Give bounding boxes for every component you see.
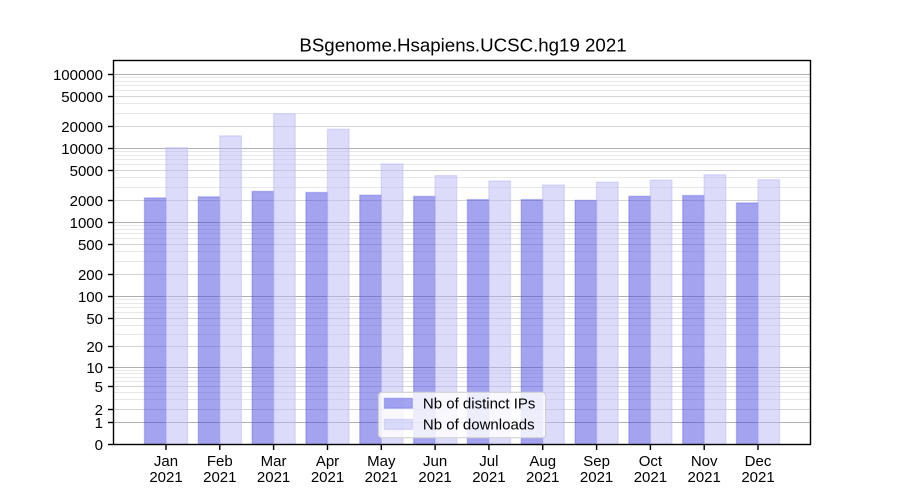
svg-text:500: 500 xyxy=(78,237,103,254)
svg-text:May: May xyxy=(367,453,396,470)
svg-text:5: 5 xyxy=(95,379,103,396)
svg-text:BSgenome.Hsapiens.UCSC.hg19 20: BSgenome.Hsapiens.UCSC.hg19 2021 xyxy=(299,35,626,56)
svg-text:Mar: Mar xyxy=(261,453,287,470)
svg-text:2021: 2021 xyxy=(311,469,344,486)
svg-text:2021: 2021 xyxy=(472,469,505,486)
svg-text:2000: 2000 xyxy=(70,193,103,210)
svg-text:5000: 5000 xyxy=(70,163,103,180)
svg-text:2021: 2021 xyxy=(257,469,290,486)
svg-text:Sep: Sep xyxy=(583,453,610,470)
svg-text:100: 100 xyxy=(78,289,103,306)
svg-text:200: 200 xyxy=(78,267,103,284)
svg-text:50: 50 xyxy=(86,311,103,328)
svg-text:Nb of downloads: Nb of downloads xyxy=(423,417,535,434)
svg-text:50000: 50000 xyxy=(61,89,103,106)
svg-text:2021: 2021 xyxy=(203,469,236,486)
svg-text:Jul: Jul xyxy=(479,453,498,470)
svg-text:Nov: Nov xyxy=(691,453,718,470)
svg-text:1: 1 xyxy=(95,415,103,432)
svg-text:Jan: Jan xyxy=(154,453,178,470)
svg-text:20: 20 xyxy=(86,339,103,356)
svg-text:2021: 2021 xyxy=(580,469,613,486)
svg-text:2: 2 xyxy=(95,402,103,419)
svg-text:2021: 2021 xyxy=(526,469,559,486)
svg-text:Jun: Jun xyxy=(423,453,447,470)
svg-text:0: 0 xyxy=(95,437,103,454)
svg-text:Oct: Oct xyxy=(639,453,663,470)
svg-text:Dec: Dec xyxy=(745,453,772,470)
svg-text:1000: 1000 xyxy=(70,215,103,232)
svg-text:2021: 2021 xyxy=(741,469,774,486)
svg-text:2021: 2021 xyxy=(418,469,451,486)
svg-text:Apr: Apr xyxy=(316,453,339,470)
svg-text:20000: 20000 xyxy=(61,119,103,136)
svg-text:2021: 2021 xyxy=(149,469,182,486)
svg-text:2021: 2021 xyxy=(688,469,721,486)
svg-text:10000: 10000 xyxy=(61,141,103,158)
svg-text:2021: 2021 xyxy=(634,469,667,486)
svg-text:Aug: Aug xyxy=(529,453,556,470)
svg-text:10: 10 xyxy=(86,360,103,377)
svg-text:2021: 2021 xyxy=(365,469,398,486)
svg-text:Nb of distinct IPs: Nb of distinct IPs xyxy=(423,396,536,413)
svg-text:Feb: Feb xyxy=(207,453,233,470)
svg-text:100000: 100000 xyxy=(53,67,103,84)
